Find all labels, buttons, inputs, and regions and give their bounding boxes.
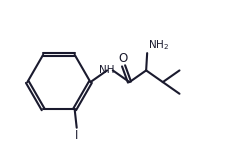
Text: I: I <box>75 129 78 142</box>
Text: NH$_2$: NH$_2$ <box>148 38 169 52</box>
Text: O: O <box>118 52 127 65</box>
Text: NH: NH <box>99 65 115 75</box>
